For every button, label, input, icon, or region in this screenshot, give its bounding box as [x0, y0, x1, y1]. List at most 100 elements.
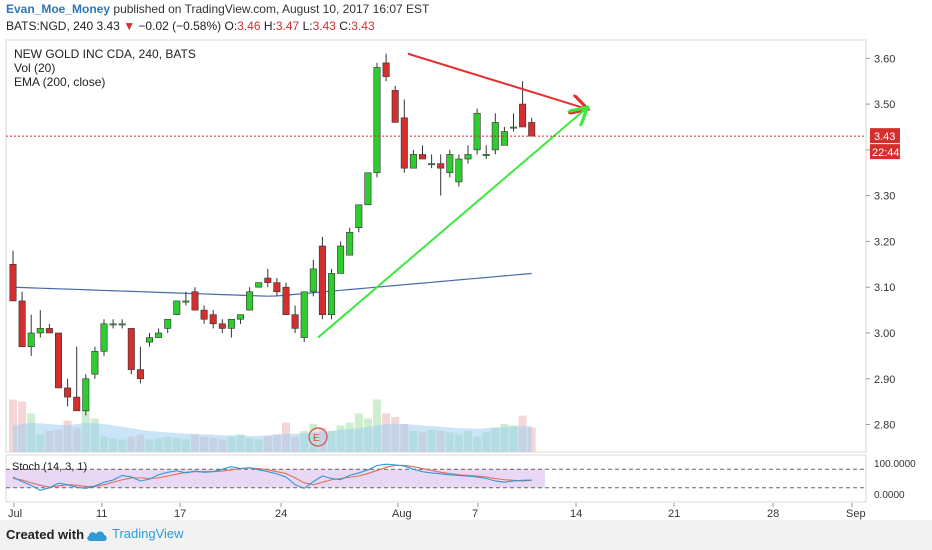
x-tick-label: 21	[668, 508, 680, 520]
candle-body	[18, 300, 26, 348]
candle-body	[382, 62, 390, 77]
candle-body	[237, 314, 245, 320]
last-price: 3.43	[96, 19, 120, 33]
candle-body	[318, 245, 326, 315]
candle-body	[400, 117, 408, 169]
quote-line: BATS:NGD, 240 3.43 ▼ −0.02 (−0.58%) O:3.…	[6, 19, 375, 33]
high-value: 3.47	[275, 19, 300, 33]
candle-body	[446, 154, 454, 174]
tradingview-brand[interactable]: TradingView	[86, 526, 184, 542]
candle-body	[218, 323, 226, 329]
stoch-d-line	[12, 464, 532, 488]
candle-body	[327, 273, 335, 315]
legend-entry: EMA (200, close)	[14, 75, 105, 89]
x-tick-label: 14	[570, 508, 582, 520]
legend-entry: NEW GOLD INC CDA, 240, BATS	[14, 47, 196, 61]
price-pane	[5, 39, 867, 453]
candle-body	[227, 318, 235, 329]
candle-body	[118, 323, 126, 326]
candle-body	[409, 154, 417, 169]
x-tick-label: Jul	[8, 508, 22, 520]
candle-body	[309, 268, 317, 293]
candle-body	[500, 131, 508, 146]
candle-body	[509, 126, 517, 129]
candle-body	[82, 378, 90, 412]
open-value: 3.46	[237, 19, 261, 33]
brand-name: TradingView	[112, 526, 184, 541]
close-label: C:	[339, 19, 352, 33]
candle-body	[136, 369, 144, 380]
open-label: O:	[224, 19, 238, 33]
candle-body	[428, 163, 436, 166]
stoch-k-line	[12, 463, 532, 491]
candle-body	[173, 300, 181, 315]
x-tick-label: Aug	[392, 508, 412, 520]
candle-body	[209, 314, 217, 325]
candle-body	[519, 103, 527, 128]
candle-body	[73, 396, 81, 412]
candle-body	[255, 282, 263, 288]
candle-body	[282, 286, 290, 315]
candle-body	[191, 291, 199, 311]
y-tick-label: 3.60	[874, 53, 895, 65]
candle-body	[455, 158, 463, 183]
stoch-band	[6, 469, 545, 488]
price-tag-label: 3.43	[874, 131, 895, 143]
x-tick-label: 24	[275, 508, 287, 520]
candle-body	[91, 350, 99, 375]
support-trendline	[317, 109, 586, 339]
chart-canvas[interactable]: 3.603.503.403.303.203.103.002.902.803.43…	[0, 0, 932, 520]
x-tick-label: 7	[472, 508, 478, 520]
candle-body	[418, 154, 426, 160]
y-tick-label: 2.80	[874, 420, 895, 432]
candle-body	[200, 309, 208, 320]
resistance-trendline	[407, 52, 586, 109]
candle-body	[482, 154, 490, 156]
candle-body	[182, 300, 190, 303]
candle-body	[391, 90, 399, 123]
candle-body	[337, 245, 345, 274]
earnings-marker-icon	[308, 427, 328, 447]
candle-body	[164, 318, 172, 329]
high-label: H:	[263, 19, 276, 33]
candle-body	[100, 323, 108, 352]
candle-body	[109, 323, 117, 326]
candle-body	[127, 328, 135, 370]
stoch-tick-label: 100.0000	[874, 459, 916, 470]
x-tick-label: Sep	[846, 508, 866, 520]
legend-entry: Vol (20)	[14, 61, 55, 75]
candle-body	[473, 112, 481, 151]
candle-body	[9, 264, 17, 302]
candle-body	[291, 314, 299, 329]
created-with-label: Created with	[6, 527, 85, 542]
candle-body	[64, 387, 72, 398]
down-arrow-icon: ▼	[123, 19, 136, 33]
publish-header: Evan_Moe_Money published on TradingView.…	[6, 2, 429, 16]
candle-body	[437, 163, 445, 169]
candle-body	[155, 332, 163, 338]
candle-body	[528, 122, 536, 137]
y-tick-label: 2.90	[874, 374, 895, 386]
candle-body	[346, 231, 354, 256]
candle-body	[45, 328, 53, 334]
y-tick-label: 3.30	[874, 191, 895, 203]
author-name[interactable]: Evan_Moe_Money	[6, 2, 111, 16]
candle-body	[54, 332, 62, 389]
y-tick-label: 3.00	[874, 328, 895, 340]
ema-200-line	[12, 272, 532, 297]
candle-body	[246, 291, 254, 311]
x-tick-label: 11	[96, 508, 107, 520]
symbol-label: BATS:NGD, 240	[6, 19, 94, 33]
low-value: 3.43	[312, 19, 336, 33]
candle-body	[355, 204, 363, 228]
candle-body	[373, 67, 381, 174]
candle-body	[364, 172, 372, 206]
publish-info: published on TradingView.com, August 10,…	[113, 2, 430, 16]
candle-body	[264, 277, 272, 283]
candle-body	[27, 332, 35, 348]
candle-body	[300, 291, 308, 338]
y-tick-label: 3.50	[874, 99, 895, 111]
price-tag-bg	[870, 128, 900, 144]
low-label: L:	[302, 19, 313, 33]
close-value: 3.43	[351, 19, 375, 33]
